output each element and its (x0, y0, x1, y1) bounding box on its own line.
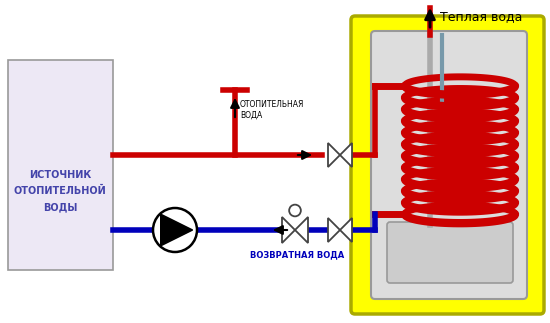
Polygon shape (340, 218, 352, 242)
Text: ВОЗВРАТНАЯ ВОДА: ВОЗВРАТНАЯ ВОДА (250, 250, 344, 259)
Circle shape (289, 205, 301, 216)
FancyBboxPatch shape (8, 60, 113, 270)
Text: ИСТОЧНИК: ИСТОЧНИК (29, 170, 91, 180)
Polygon shape (328, 143, 340, 167)
Polygon shape (328, 218, 340, 242)
Text: Теплая вода: Теплая вода (440, 11, 522, 24)
Circle shape (153, 208, 197, 252)
FancyBboxPatch shape (351, 16, 544, 314)
Polygon shape (161, 214, 192, 246)
Polygon shape (282, 217, 295, 243)
Polygon shape (295, 217, 308, 243)
Text: ОТОПИТЕЛЬНОЙ: ОТОПИТЕЛЬНОЙ (14, 186, 106, 196)
Polygon shape (340, 143, 352, 167)
FancyBboxPatch shape (387, 222, 513, 283)
FancyBboxPatch shape (371, 31, 527, 299)
Text: ОТОПИТЕЛЬНАЯ
ВОДА: ОТОПИТЕЛЬНАЯ ВОДА (240, 100, 304, 120)
Text: ВОДЫ: ВОДЫ (43, 202, 77, 212)
